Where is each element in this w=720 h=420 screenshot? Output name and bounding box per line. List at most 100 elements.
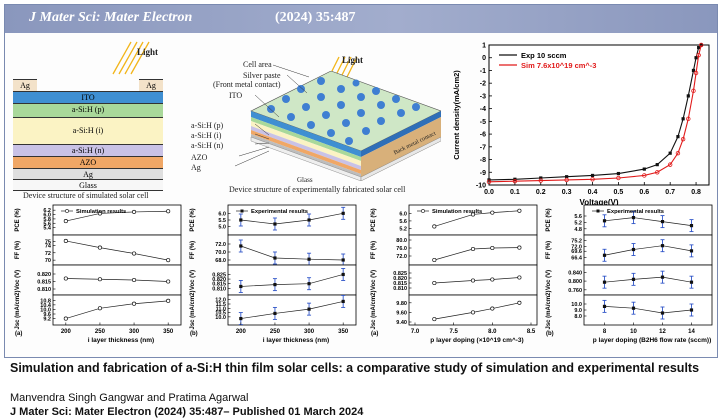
exp-doping-chart: PCE (%) 5.65.24.8 Experimental results FF (… (546, 204, 713, 344)
data-point (63, 276, 68, 281)
label-ito: ITO (229, 91, 243, 100)
layer-n: a-Si:H (n) (13, 144, 163, 156)
jv-point (616, 175, 621, 181)
row-frame (583, 264, 713, 296)
row-y-tick-label: 72.0 (215, 242, 226, 248)
data-point (490, 277, 495, 282)
row-frame (408, 294, 538, 326)
row-frame (52, 294, 182, 326)
data-point (63, 316, 68, 321)
row-frame (52, 204, 182, 236)
jv-legend-label: Exp 10 sccm (521, 51, 567, 60)
row-line (604, 217, 692, 226)
jv-point (642, 173, 647, 178)
jv-point (590, 177, 595, 182)
x-tick-label: 350 (163, 329, 174, 335)
jv-point (694, 56, 698, 60)
layer-glass: Glass (13, 179, 163, 191)
row-y-tick-label: 5.6 (43, 221, 51, 227)
label-silver-paste: Silver paste (243, 71, 281, 80)
data-point (517, 245, 522, 250)
label-ag: Ag (191, 163, 201, 172)
exp-thickness-chart: PCE (%) 6.05.55.0 Experimental results FF (… (190, 204, 357, 344)
row-y-tick-label: 0.815 (212, 282, 226, 288)
row-y-tick-label: 5.2 (399, 226, 407, 232)
jv-x-tick-label: 0.3 (562, 189, 572, 196)
data-point (432, 224, 437, 229)
row-y-tick-label: 10.8 (40, 298, 51, 304)
row-y-tick-label: 10.4 (40, 303, 52, 309)
row-y-tick-label: 8.0 (574, 314, 582, 320)
row-y-tick-label: 9.6 (43, 312, 51, 318)
row-y-tick-label: 6.2 (43, 208, 51, 214)
data-point (602, 219, 607, 223)
row-line (434, 302, 520, 320)
layer-ito: ITO (13, 91, 163, 103)
data-point (166, 298, 171, 303)
row-y-tick-label: 5.0 (218, 225, 226, 231)
row-y-tick-label: 5.2 (574, 220, 582, 226)
data-point (517, 208, 522, 213)
jv-point (564, 177, 569, 183)
jv-point (680, 136, 686, 142)
legend-label: Experimental results (607, 209, 664, 215)
fabricated-device-3d (250, 71, 441, 181)
row-y-tick-label: 0.825 (393, 271, 407, 277)
jv-y-tick-label: -6 (480, 132, 486, 139)
jv-series-line (488, 44, 702, 183)
row-frame (408, 204, 538, 236)
data-point (470, 212, 476, 217)
data-point (631, 247, 636, 252)
jv-y-axis-label: Current density(mA/cm2) (452, 70, 461, 160)
data-point (631, 277, 636, 281)
data-point (63, 238, 68, 244)
data-point (689, 280, 694, 284)
data-point (97, 245, 102, 250)
row-y-tick-label: 5.6 (574, 214, 582, 220)
row-y-label: Jsc (mA/cm2) (371, 290, 377, 329)
row-y-label: FF (%) (546, 241, 552, 259)
data-point (341, 258, 345, 262)
jv-point (699, 42, 704, 48)
journal-volume: (2024) 35:487 (275, 10, 356, 25)
paper-authors: Manvendra Singh Gangwar and Pratima Agar… (10, 392, 249, 404)
data-point (273, 222, 277, 226)
x-tick-label: 300 (129, 329, 140, 335)
row-y-tick-label: 0.800 (568, 279, 582, 285)
data-point (341, 211, 345, 215)
legend-marker (421, 209, 425, 213)
sim-doping-chart: PCE (%) 6.05.65.2 Simulation results FF (%)… (371, 204, 538, 344)
row-y-tick-label: 75.2 (571, 238, 582, 244)
x-tick-label: 7.0 (411, 329, 420, 335)
row-y-tick-label: 10.5 (215, 311, 226, 317)
device1-caption: Device structure of simulated solar cell (23, 191, 149, 200)
data-point (132, 277, 137, 283)
data-point (490, 210, 495, 215)
jv-point (616, 171, 621, 176)
data-point (631, 216, 636, 220)
jv-point (699, 43, 703, 47)
data-point (660, 244, 665, 248)
jv-y-tick-label: -1 (480, 68, 486, 75)
jv-x-tick-label: 0.7 (665, 189, 675, 196)
jv-x-tick-label: 0.4 (588, 189, 598, 196)
row-y-tick-label: 5.6 (399, 219, 407, 225)
x-tick-label: 200 (61, 329, 72, 335)
jv-point (538, 178, 543, 183)
x-tick-label: 300 (304, 329, 315, 335)
row-y-tick-label: 0.820 (37, 272, 51, 278)
row-line (65, 300, 169, 319)
row-y-tick-label: 6.0 (399, 212, 407, 218)
row-line (604, 306, 692, 314)
jv-y-tick-label: 0 (482, 55, 486, 62)
row-line (240, 245, 344, 261)
row-y-label: FF (%) (15, 241, 21, 259)
data-point (602, 253, 607, 257)
jv-y-tick-label: -8 (480, 157, 486, 164)
row-y-tick-label: 72.0 (396, 254, 407, 260)
paper-title: Simulation and fabrication of a-Si:H thi… (10, 361, 700, 375)
row-line (604, 245, 692, 256)
panel-label: (a) (371, 331, 378, 337)
data-point (166, 209, 171, 214)
row-line (65, 210, 169, 222)
